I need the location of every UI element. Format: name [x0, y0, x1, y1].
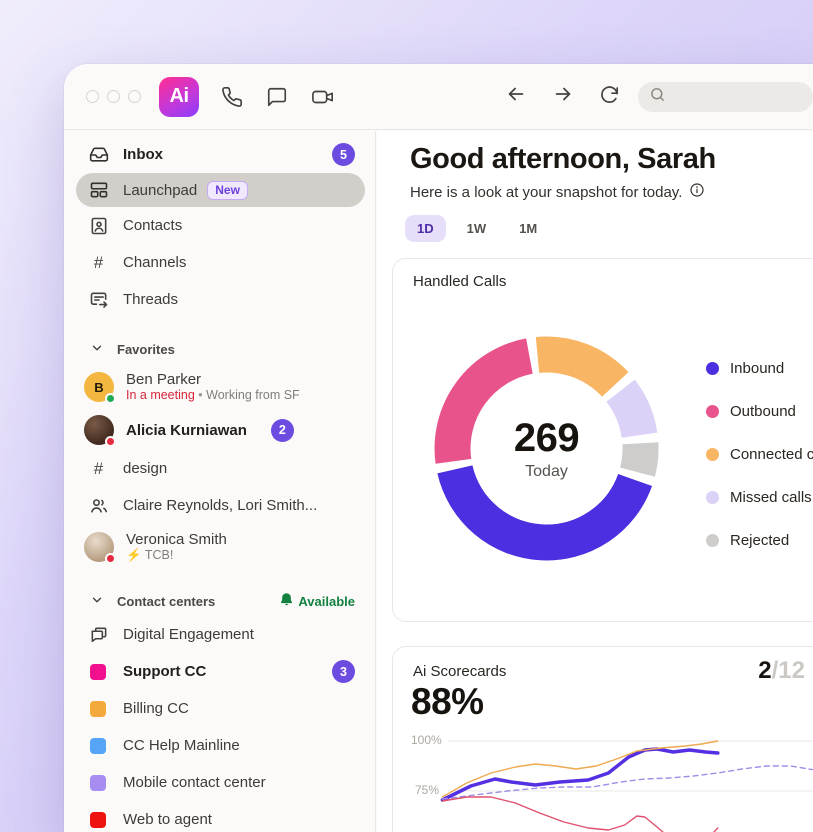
tab-1m[interactable]: 1M	[519, 221, 538, 236]
unread-badge: 2	[270, 418, 294, 442]
sidebar-item-launchpad[interactable]: Launchpad New	[76, 173, 365, 207]
scorecards-fraction: 2/12	[758, 657, 805, 684]
sidebar-item-label: Channels	[123, 254, 187, 271]
refresh-icon[interactable]	[599, 84, 620, 110]
digital-engagement-icon	[88, 625, 109, 645]
favorite-group-chat[interactable]: Claire Reynolds, Lori Smith...	[64, 487, 375, 524]
legend-item-missed-calls: Missed calls	[706, 485, 813, 510]
cc-item-cc-help-mainline[interactable]: CC Help Mainline	[64, 727, 375, 764]
window-control-3[interactable]	[128, 90, 141, 103]
sidebar-item-inbox[interactable]: Inbox 5	[64, 136, 375, 173]
window-controls	[86, 90, 141, 103]
sidebar-item-label: Contacts	[123, 217, 183, 234]
phone-icon[interactable]	[221, 86, 243, 108]
time-range-tabs: 1D 1W 1M	[405, 215, 813, 242]
sidebar-item-label: Launchpad	[123, 181, 198, 199]
status-dot-online	[105, 393, 116, 404]
app-window: Ai	[64, 64, 813, 832]
chart-legend: Inbound Outbound Connected calls Missed …	[706, 356, 813, 553]
avatar	[84, 532, 116, 564]
search-icon	[649, 86, 666, 108]
cc-color-swatch	[90, 663, 106, 680]
legend-item-outbound: Outbound	[706, 399, 813, 424]
favorite-alicia-kurniawan[interactable]: Alicia Kurniawan 2	[64, 410, 375, 450]
chevron-down-icon	[90, 593, 104, 610]
window-control-2[interactable]	[107, 90, 120, 103]
legend-dot	[706, 491, 719, 504]
scorecards-score: 88%	[411, 681, 484, 722]
inbox-icon	[88, 145, 109, 165]
cc-item-digital-engagement[interactable]: Digital Engagement	[64, 616, 375, 653]
scorecards-line-chart	[440, 740, 813, 832]
legend-item-rejected: Rejected	[706, 528, 813, 553]
avatar	[84, 415, 116, 447]
greeting-subtitle: Here is a look at your snapshot for toda…	[410, 182, 813, 202]
cc-color-swatch	[90, 700, 106, 717]
handled-calls-donut-chart: 269 Today	[429, 331, 664, 566]
legend-dot	[706, 448, 719, 461]
sidebar-item-contacts[interactable]: Contacts	[64, 207, 375, 244]
threads-icon	[88, 290, 109, 310]
chat-icon[interactable]	[266, 86, 288, 108]
favorite-veronica-smith[interactable]: Veronica Smith ⚡ TCB!	[64, 524, 375, 570]
launchpad-icon	[88, 180, 109, 200]
unread-badge: 3	[332, 660, 355, 683]
sidebar-item-threads[interactable]: Threads	[64, 281, 375, 318]
legend-dot	[706, 534, 719, 547]
ai-scorecards-card: Ai Scorecards 2/12 88% 100% 75%	[392, 646, 813, 832]
topbar: Ai	[64, 64, 813, 130]
card-title: Handled Calls	[413, 273, 507, 290]
hash-icon: #	[93, 458, 104, 478]
cc-item-support-cc[interactable]: Support CC 3	[64, 653, 375, 690]
status-dot-busy	[105, 436, 116, 447]
legend-dot	[706, 362, 719, 375]
card-title: Ai Scorecards	[413, 663, 507, 680]
y-axis-label-75: 75%	[415, 783, 440, 797]
search-input[interactable]	[638, 81, 813, 112]
unread-badge: 5	[332, 143, 355, 166]
sidebar-item-label: Threads	[123, 291, 179, 308]
tab-1w[interactable]: 1W	[466, 221, 487, 236]
avatar: B	[84, 372, 116, 404]
contact-centers-header[interactable]: Contact centers Available	[64, 586, 375, 616]
sidebar-item-label: Inbox	[123, 146, 163, 163]
cc-item-mobile-contact-center[interactable]: Mobile contact center	[64, 764, 375, 801]
status-dot-busy	[105, 553, 116, 564]
forward-arrow-icon[interactable]	[552, 83, 574, 110]
video-icon[interactable]	[311, 86, 335, 108]
browser-nav	[505, 83, 620, 110]
cc-color-swatch	[90, 774, 106, 791]
lightning-emoji: ⚡	[126, 548, 142, 562]
favorites-header[interactable]: Favorites	[64, 334, 375, 364]
app-logo[interactable]: Ai	[159, 76, 199, 117]
y-axis-label-100: 100%	[411, 733, 442, 747]
handled-calls-card: Handled Calls 269 Today Inbound O	[392, 258, 813, 622]
contacts-icon	[88, 216, 109, 236]
sidebar: Inbox 5 Launchpad New Contacts # Channel	[64, 131, 376, 832]
cc-color-swatch	[90, 737, 106, 754]
greeting-title: Good afternoon, Sarah	[410, 143, 716, 175]
legend-dot	[706, 405, 719, 418]
availability-toggle[interactable]: Available	[279, 592, 355, 610]
legend-item-connected-calls: Connected calls	[706, 442, 813, 467]
cc-color-swatch	[90, 811, 106, 828]
window-control-1[interactable]	[86, 90, 99, 103]
favorite-channel-design[interactable]: # design	[64, 450, 375, 487]
hash-icon: #	[93, 252, 104, 272]
new-tag: New	[207, 180, 248, 200]
people-icon	[88, 496, 109, 516]
sidebar-item-channels[interactable]: # Channels	[64, 244, 375, 281]
tab-1d[interactable]: 1D	[405, 215, 446, 242]
chevron-down-icon	[90, 341, 104, 358]
cc-item-web-to-agent[interactable]: Web to agent	[64, 801, 375, 832]
favorite-ben-parker[interactable]: B Ben Parker In a meeting • Working from…	[64, 364, 375, 410]
info-icon[interactable]	[689, 182, 705, 202]
main-content: Good afternoon, Sarah Here is a look at …	[377, 131, 813, 832]
legend-item-inbound: Inbound	[706, 356, 813, 381]
back-arrow-icon[interactable]	[505, 83, 527, 110]
cc-item-billing-cc[interactable]: Billing CC	[64, 690, 375, 727]
bell-icon	[279, 592, 294, 610]
